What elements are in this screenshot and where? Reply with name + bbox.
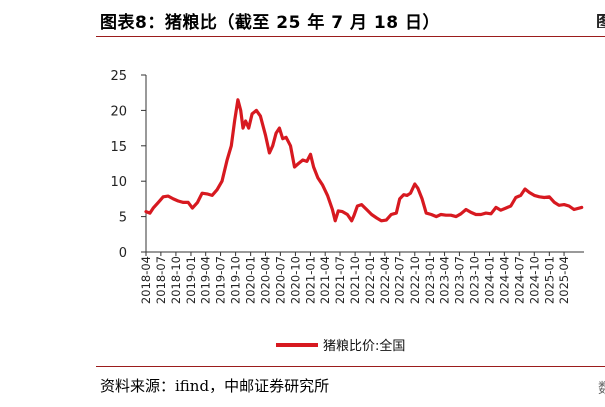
x-tick-label: 2019-10 [229,256,243,304]
x-tick-label: 2021-01 [303,256,317,304]
y-axis: 0 5 10 15 20 25 [110,69,147,261]
x-tick-label: 2025-04 [557,256,571,304]
x-tick-label: 2025-01 [542,256,556,304]
series-line [144,98,584,223]
x-tick-label: 2020-07 [273,256,287,304]
y-tick-label: 15 [110,140,127,155]
x-tick-label: 2023-07 [452,256,466,304]
bottom-rule [96,366,605,367]
x-tick-label: 2018-10 [169,256,183,304]
x-tick-label: 2022-04 [378,256,392,304]
y-tick-label: 10 [110,175,127,190]
top-rule [96,36,605,37]
y-tick-label: 5 [119,211,127,226]
x-tick-label: 2018-07 [154,256,168,304]
source-note: 资料来源：ifind，中邮证券研究所 [100,377,330,395]
legend-label: 猪粮比价:全国 [323,338,405,354]
figure-title: 图表8：猪粮比（截至 25 年 7 月 18 日） [100,13,440,33]
y-tick-label: 0 [119,246,127,261]
x-tick-label: 2022-10 [408,256,422,304]
x-tick-label: 2021-07 [333,256,347,304]
adjacent-source-fragment: 数 [598,378,605,396]
x-tick-label: 2024-04 [497,256,511,304]
x-tick-label: 2023-01 [423,256,437,304]
x-tick-label: 2021-10 [348,256,362,304]
x-tick-label: 2023-04 [438,256,452,304]
series-layer [144,98,584,223]
x-tick-label: 2020-10 [288,256,302,304]
x-tick-label: 2021-04 [318,256,332,304]
y-tick-label: 25 [110,69,127,84]
x-tick-label: 2019-01 [184,256,198,304]
x-tick-label: 2024-01 [483,256,497,304]
x-tick-label: 2024-07 [512,256,526,304]
x-tick-label: 2019-04 [199,256,213,304]
x-tick-label: 2019-07 [214,256,228,304]
x-tick-label: 2022-07 [393,256,407,304]
legend: 猪粮比价:全国 [276,338,405,354]
x-tick-label: 2024-10 [527,256,541,304]
x-tick-label: 2023-10 [467,256,481,304]
x-tick-label: 2018-04 [139,256,153,304]
adjacent-figure-title-fragment: 图 [596,13,605,28]
y-tick-label: 20 [110,104,127,119]
x-tick-label: 2020-01 [244,256,258,304]
x-tick-label: 2020-04 [259,256,273,304]
x-axis: 2018-04 2018-07 2018-10 2019-01 2019-04 2019-… [139,251,584,304]
x-tick-label: 2022-01 [363,256,377,304]
